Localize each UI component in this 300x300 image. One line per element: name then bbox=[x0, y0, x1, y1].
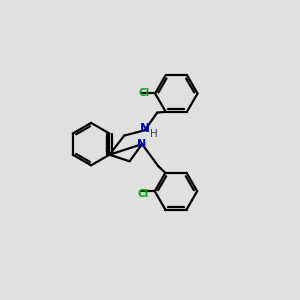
Text: Cl: Cl bbox=[139, 88, 150, 98]
Text: Cl: Cl bbox=[137, 189, 148, 199]
Text: H: H bbox=[150, 129, 158, 139]
Text: N: N bbox=[137, 139, 147, 149]
Text: N: N bbox=[140, 122, 150, 135]
